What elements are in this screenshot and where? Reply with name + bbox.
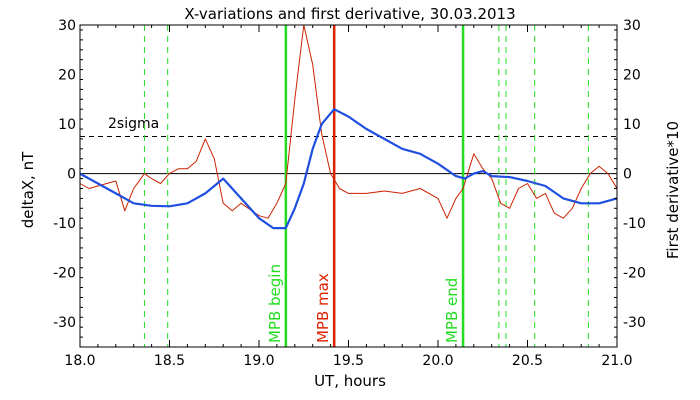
right-y-tick-label: 30 [623, 18, 641, 34]
x-tick-label: 20.5 [512, 353, 543, 369]
left-y-tick-label: 0 [67, 167, 76, 183]
x-tick-label: 18.5 [154, 353, 185, 369]
marker-label-mpb-max: MPB max [314, 273, 332, 343]
x-tick-label: 19.0 [243, 353, 274, 369]
x-tick-label: 19.5 [333, 353, 364, 369]
threshold-label: 2sigma [108, 116, 159, 132]
deltaX-series-line [79, 108, 618, 230]
right-y-tick-label: 10 [623, 117, 641, 133]
plot-layer: MPB begin MPB max MPB end 18.0 18.5 19.0 19.5 2… [53, 18, 646, 369]
x-axis-title: UT, hours [314, 372, 386, 390]
right-y-tick-label: -30 [623, 315, 646, 331]
x-tick-label: 20.0 [422, 353, 453, 369]
chart-title: X-variations and first derivative, 30.03… [184, 5, 515, 23]
marker-label-mpb-end: MPB end [443, 278, 461, 343]
left-y-tick-label: 20 [58, 68, 76, 84]
right-y-tick-label: -20 [623, 266, 646, 282]
right-y-tick-label: 0 [623, 167, 632, 183]
left-y-tick-label: 30 [58, 18, 76, 34]
plot-frame [79, 24, 618, 348]
right-axis-title: First derivative*10 [664, 121, 682, 259]
left-y-tick-label: -20 [53, 266, 76, 282]
x-tick-label: 21.0 [601, 353, 632, 369]
left-y-tick-label: -30 [53, 315, 76, 331]
derivative-series-line [79, 24, 618, 219]
left-axis-title: deltaX, nT [19, 151, 37, 228]
right-y-tick-label: -10 [623, 216, 646, 232]
right-y-tick-label: 20 [623, 68, 641, 84]
left-y-tick-label: -10 [53, 216, 76, 232]
left-y-tick-label: 10 [58, 117, 76, 133]
marker-label-mpb-begin: MPB begin [266, 264, 284, 343]
x-tick-label: 18.0 [64, 353, 95, 369]
